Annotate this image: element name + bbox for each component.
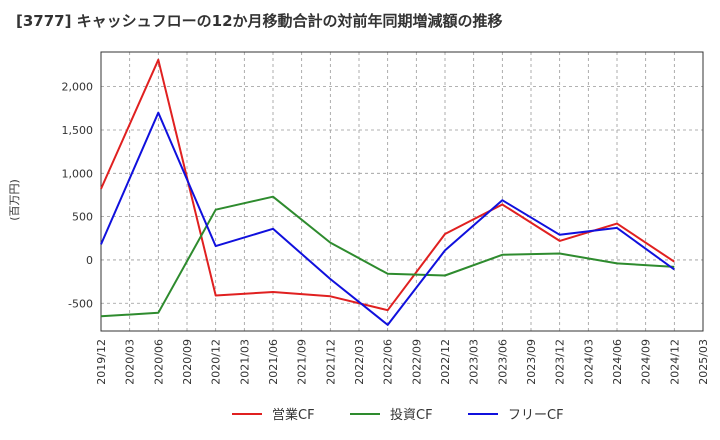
legend-label: 営業CF (272, 407, 315, 423)
series-line (100, 58, 675, 312)
legend-label: 投資CF (390, 407, 433, 423)
x-tick-label: 2024/09 (640, 339, 653, 385)
series-line (100, 111, 675, 326)
x-gridlines (129, 52, 675, 331)
y-tick-label: 500 (72, 211, 93, 224)
x-tick-label: 2023/03 (468, 339, 481, 385)
x-tick-label: 2021/12 (324, 339, 337, 385)
x-tick-label: 2020/03 (124, 339, 137, 385)
x-tick-label: 2022/09 (410, 339, 423, 385)
x-tick-label: 2020/12 (210, 339, 223, 385)
legend-label: フリーCF (508, 408, 564, 423)
x-tick-label: 2021/03 (238, 339, 251, 385)
x-tick-label: 2024/06 (611, 339, 624, 385)
chart-title: [3777] キャッシュフローの12か月移動合計の対前年同期増減額の推移 (16, 12, 503, 30)
x-tick-label: 2021/06 (267, 339, 280, 385)
x-tick-label: 2020/09 (181, 339, 194, 385)
y-gridlines (101, 86, 703, 304)
x-tick-label: 2021/09 (296, 339, 309, 385)
x-tick-labels: 2019/12 2020/03 2020/06 2020/09 2020/12 2021/… (95, 339, 710, 385)
y-tick-label: 1,500 (62, 124, 94, 137)
series-lines (100, 58, 675, 326)
x-tick-label: 2022/06 (382, 339, 395, 385)
x-tick-label: 2024/03 (582, 339, 595, 385)
x-tick-label: 2024/12 (668, 339, 681, 385)
x-tick-label: 2023/09 (525, 339, 538, 385)
plot-frame (100, 51, 704, 332)
y-tick-label: -500 (68, 297, 93, 310)
x-tick-label: 2023/06 (496, 339, 509, 385)
x-tick-label: 2022/12 (439, 339, 452, 385)
x-tick-label: 2019/12 (95, 339, 108, 385)
y-tick-label: 1,000 (62, 167, 94, 180)
y-tick-label: 2,000 (62, 81, 94, 94)
series-line (100, 195, 675, 318)
x-tick-label: 2025/03 (697, 339, 710, 385)
y-axis-label: (百万円) (8, 179, 21, 221)
x-tick-label: 2022/03 (353, 339, 366, 385)
y-tick-label: 0 (86, 254, 93, 267)
x-tick-label: 2023/12 (554, 339, 567, 385)
legend: 営業CF 投資CF フリーCF (232, 407, 564, 423)
plot-background (101, 52, 703, 331)
x-tick-label: 2020/06 (152, 339, 165, 385)
y-tick-labels: -500 0 500 1,000 1,500 2,000 (62, 81, 94, 311)
